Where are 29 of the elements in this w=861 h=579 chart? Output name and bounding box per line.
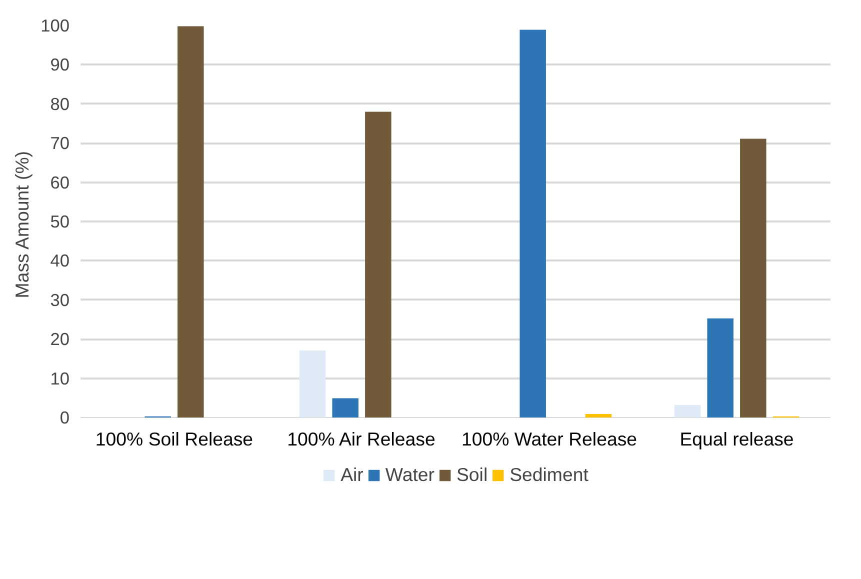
bar [178,26,204,418]
x-tick-label: 100% Water Release [461,428,638,450]
bar [520,30,546,418]
bar [585,414,612,418]
y-tick-label: 40 [50,250,70,271]
y-tick-label: 50 [50,212,70,232]
bar [740,138,766,418]
x-tick-label: 100% Soil Release [95,428,254,450]
y-tick-label: 90 [50,54,70,75]
legend-label: Air [340,464,364,486]
x-tick-label: 100% Air Release [287,428,436,450]
y-tick-label: 0 [60,408,70,428]
bar [365,112,392,418]
legend-label: Soil [456,464,488,486]
bar [707,318,734,418]
bar [299,350,326,418]
legend-label: Sediment [510,464,588,486]
y-tick-label: 20 [50,329,70,350]
legend-label: Water [385,464,434,486]
y-tick-label: 80 [50,94,70,114]
y-tick-label: 100 [40,16,70,36]
bar [332,398,358,418]
y-tick-label: 30 [50,290,70,310]
bar [674,404,701,418]
y-tick-label: 10 [50,368,70,388]
x-tick-label: Equal release [680,428,794,450]
y-tick-label: 60 [50,172,70,192]
y-tick-label: 70 [50,133,70,154]
y-axis-title: Mass Amount (%) [12,150,33,298]
